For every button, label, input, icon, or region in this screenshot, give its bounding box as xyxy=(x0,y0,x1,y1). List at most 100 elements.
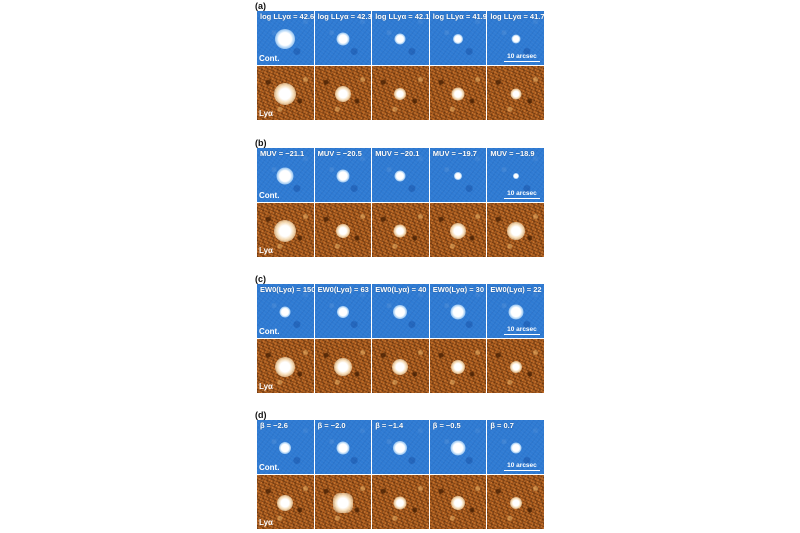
source-blob xyxy=(509,497,522,510)
tile-label: EW0(Lyα) = 30 xyxy=(432,285,485,294)
continuum-row: log LLyα = 42.6 Cont. log LLyα = 42.3 lo… xyxy=(257,11,544,65)
source-blob xyxy=(394,170,406,182)
cont-label: Cont. xyxy=(259,463,280,472)
stamp-image: β = −2.6 Cont. xyxy=(257,420,314,474)
stamp-image: log LLyα = 42.3 xyxy=(314,11,372,65)
lya-row: Lyα xyxy=(257,203,544,257)
scale-bar: 10 arcsec xyxy=(503,190,540,199)
stamp-image xyxy=(314,66,372,120)
source-blob xyxy=(451,496,466,511)
source-blob xyxy=(336,32,350,46)
tile-label: log LLyα = 42.3 xyxy=(317,12,372,21)
tile-label: log LLyα = 42.1 xyxy=(375,12,429,21)
tile-label: β = −1.4 xyxy=(375,421,404,430)
source-blob xyxy=(336,169,350,183)
stamp-image: MUV = −19.7 xyxy=(429,148,487,202)
scale-bar-line xyxy=(503,470,540,471)
stamp-image: log LLyα = 42.1 xyxy=(372,11,429,65)
stamp-image xyxy=(314,475,372,529)
lya-label: Lyα xyxy=(259,246,273,255)
scale-bar-label: 10 arcsec xyxy=(507,462,537,469)
stamp-image xyxy=(429,66,487,120)
panel-label: (c) xyxy=(255,274,266,284)
source-blob xyxy=(336,306,349,319)
stamp-image xyxy=(372,203,429,257)
tile-label: log LLyα = 41.7 xyxy=(490,12,544,21)
source-blob xyxy=(508,304,524,320)
scale-bar-line xyxy=(503,334,540,335)
source-blob xyxy=(274,220,297,243)
lya-row: Lyα xyxy=(257,339,544,393)
source-blob xyxy=(451,87,465,101)
stamp-image: MUV = −20.5 xyxy=(314,148,372,202)
stamp-image: MUV = −18.9 10 arcsec xyxy=(487,148,544,202)
stamp-image xyxy=(314,339,372,393)
stamp-image xyxy=(487,475,544,529)
tile-label: log LLyα = 42.6 xyxy=(260,12,314,21)
continuum-row: β = −2.6 Cont. β = −2.0 β = −1.4 β = −0.… xyxy=(257,420,544,474)
stamp-image xyxy=(372,475,429,529)
source-blob xyxy=(333,358,352,377)
stamp-image: β = −1.4 xyxy=(372,420,429,474)
stamp-image xyxy=(429,475,487,529)
scale-bar-label: 10 arcsec xyxy=(507,326,537,333)
stamp-image: EW0(Lyα) = 40 xyxy=(372,284,429,338)
stamp-image: EW0(Lyα) = 30 xyxy=(429,284,487,338)
stamp-image: log LLyα = 41.7 10 arcsec xyxy=(487,11,544,65)
stamp-image xyxy=(372,66,429,120)
stamp-image xyxy=(487,339,544,393)
stamp-image: MUV = −20.1 xyxy=(372,148,429,202)
source-blob xyxy=(509,361,522,374)
source-blob xyxy=(394,33,406,45)
stamp-image: Lyα xyxy=(257,475,314,529)
panel-label: (d) xyxy=(255,410,267,420)
tile-label: MUV = −19.7 xyxy=(432,149,477,158)
panel-label: (a) xyxy=(255,1,266,11)
tile-label: MUV = −21.1 xyxy=(260,149,305,158)
tile-label: β = −2.0 xyxy=(317,421,346,430)
source-blob xyxy=(450,223,467,240)
lya-label: Lyα xyxy=(259,382,273,391)
panel-b: (b) MUV = −21.1 Cont. MUV = −20.5 MUV = … xyxy=(255,138,545,258)
source-blob xyxy=(332,493,353,514)
tile-label: log LLyα = 41.9 xyxy=(432,12,487,21)
lya-row: Lyα xyxy=(257,475,544,529)
stamp-image: β = −0.5 xyxy=(429,420,487,474)
stamp-image: MUV = −21.1 Cont. xyxy=(257,148,314,202)
source-blob xyxy=(336,441,350,455)
tile-label: MUV = −20.1 xyxy=(375,149,420,158)
source-blob xyxy=(512,173,519,180)
stamp-image: log LLyα = 41.9 xyxy=(429,11,487,65)
tile-label: MUV = −20.5 xyxy=(317,149,362,158)
source-blob xyxy=(451,360,466,375)
source-blob xyxy=(274,83,297,106)
cont-label: Cont. xyxy=(259,191,280,200)
scale-bar-label: 10 arcsec xyxy=(507,190,537,197)
stamp-image: EW0(Lyα) = 22 10 arcsec xyxy=(487,284,544,338)
tile-label: EW0(Lyα) = 150 xyxy=(260,285,314,294)
panel-c: (c) EW0(Lyα) = 150 Cont. EW0(Lyα) = 63 E… xyxy=(255,274,545,394)
lya-row: Lyα xyxy=(257,66,544,120)
source-blob xyxy=(506,222,525,241)
scale-bar: 10 arcsec xyxy=(503,53,540,62)
stamp-image xyxy=(429,203,487,257)
source-blob xyxy=(279,306,291,318)
source-blob xyxy=(454,172,463,181)
source-blob xyxy=(334,86,351,103)
tile-label: β = −0.5 xyxy=(432,421,461,430)
cont-label: Cont. xyxy=(259,327,280,336)
panel-d: (d) β = −2.6 Cont. β = −2.0 β = −1.4 xyxy=(255,410,545,530)
source-blob xyxy=(277,495,294,512)
stamp-image: log LLyα = 42.6 Cont. xyxy=(257,11,314,65)
source-blob xyxy=(393,496,407,510)
source-blob xyxy=(335,224,350,239)
source-blob xyxy=(279,442,292,455)
stamp-image: β = 0.7 10 arcsec xyxy=(487,420,544,474)
source-blob xyxy=(393,224,407,238)
source-blob xyxy=(394,88,407,101)
source-blob xyxy=(276,167,294,185)
tile-label: β = 0.7 xyxy=(490,421,514,430)
stamp-image: Lyα xyxy=(257,203,314,257)
scale-bar-line xyxy=(503,198,540,199)
